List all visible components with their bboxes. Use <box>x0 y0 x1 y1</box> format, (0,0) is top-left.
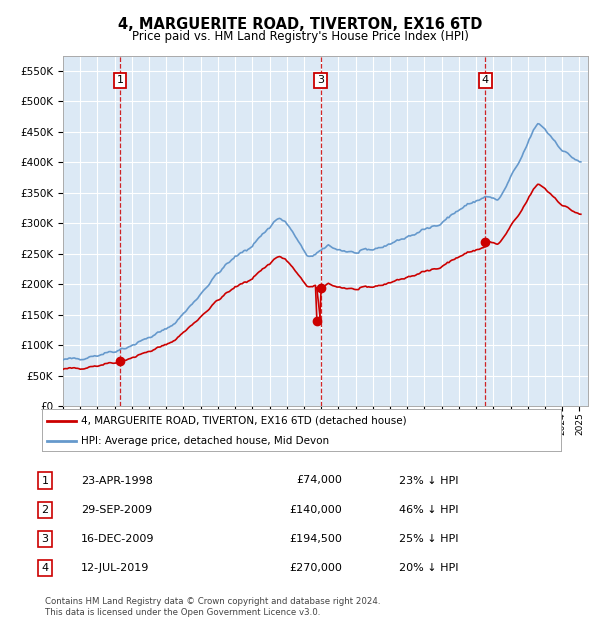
Text: 4: 4 <box>482 75 489 86</box>
Text: 12-JUL-2019: 12-JUL-2019 <box>81 563 149 573</box>
Text: 23% ↓ HPI: 23% ↓ HPI <box>399 476 458 485</box>
Text: £140,000: £140,000 <box>289 505 342 515</box>
Text: 23-APR-1998: 23-APR-1998 <box>81 476 153 485</box>
Text: £74,000: £74,000 <box>296 476 342 485</box>
Text: 46% ↓ HPI: 46% ↓ HPI <box>399 505 458 515</box>
Text: £194,500: £194,500 <box>289 534 342 544</box>
Text: 2: 2 <box>41 505 49 515</box>
Text: 20% ↓ HPI: 20% ↓ HPI <box>399 563 458 573</box>
Text: Contains HM Land Registry data © Crown copyright and database right 2024.
This d: Contains HM Land Registry data © Crown c… <box>45 598 380 617</box>
Text: HPI: Average price, detached house, Mid Devon: HPI: Average price, detached house, Mid … <box>81 436 329 446</box>
Text: 25% ↓ HPI: 25% ↓ HPI <box>399 534 458 544</box>
Text: £270,000: £270,000 <box>289 563 342 573</box>
Text: 3: 3 <box>317 75 324 86</box>
Text: 4: 4 <box>41 563 49 573</box>
Text: 4, MARGUERITE ROAD, TIVERTON, EX16 6TD: 4, MARGUERITE ROAD, TIVERTON, EX16 6TD <box>118 17 482 32</box>
Text: 3: 3 <box>41 534 49 544</box>
Text: 1: 1 <box>116 75 124 86</box>
Text: Price paid vs. HM Land Registry's House Price Index (HPI): Price paid vs. HM Land Registry's House … <box>131 30 469 43</box>
Text: 1: 1 <box>41 476 49 485</box>
Text: 29-SEP-2009: 29-SEP-2009 <box>81 505 152 515</box>
Text: 16-DEC-2009: 16-DEC-2009 <box>81 534 155 544</box>
Text: 4, MARGUERITE ROAD, TIVERTON, EX16 6TD (detached house): 4, MARGUERITE ROAD, TIVERTON, EX16 6TD (… <box>81 415 407 425</box>
